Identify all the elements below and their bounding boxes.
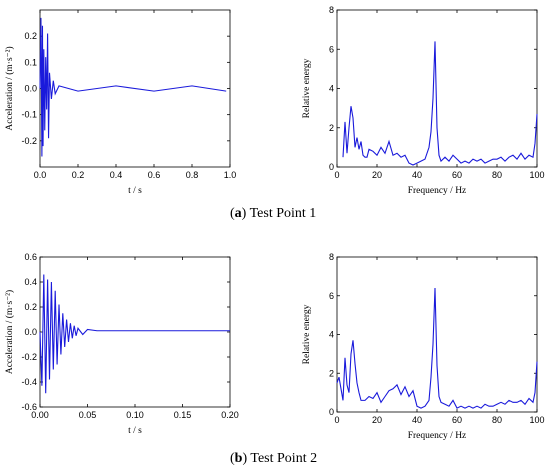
y-tick-label: 0 [329,407,334,417]
x-tick-label: 60 [452,170,462,180]
x-tick-label: 60 [452,415,462,425]
caption-a: (a) Test Point 1 [230,206,317,221]
series-line [39,274,230,394]
y-tick-label: -0.2 [21,352,37,362]
x-tick-label: 80 [492,415,502,425]
y-tick-label: 4 [329,84,334,94]
caption-a-text: Test Point 1 [246,206,317,221]
y-tick-label: 0.1 [24,57,37,67]
caption-b: (b) Test Point 2 [230,451,318,466]
caption-a-letter: a [234,206,242,221]
plot-frame [336,9,538,168]
y-tick-label: -0.1 [21,110,37,120]
y-tick-label: 0.4 [24,277,37,287]
chart-b-freq: 0 20 40 60 80 100 0 2 4 6 8 Frequency / Hz Relative … [302,252,545,441]
x-tick-label: 0.8 [186,170,199,180]
x-tick-label: 100 [529,415,544,425]
x-tick-label: 40 [412,415,422,425]
y-tick-label: 0 [329,162,334,172]
x-tick-label: 20 [372,415,382,425]
x-tick-label: 0 [334,170,339,180]
caption-b-letter: b [234,451,243,466]
x-tick-label: 0.2 [72,170,85,180]
y-tick-label: 0.6 [24,252,37,262]
series-line [39,17,227,157]
chart-a-freq: 0 20 40 60 80 100 0 2 4 6 8 Frequency / Hz Relative … [302,5,545,196]
x-tick-label: 40 [412,170,422,180]
x-tick-label: 0.20 [221,410,239,420]
chart-a-time: 0.0 0.2 0.4 0.6 0.8 1.0 -0.2 -0.1 0.0 0.1 0.2 t / s… [4,9,237,196]
x-tick-label: 80 [492,170,502,180]
y-tick-label: 0.0 [24,327,37,337]
y-axis-label: Relative energy [302,304,312,364]
y-tick-label: -0.2 [21,136,37,146]
y-tick-label: 0.2 [24,31,37,41]
x-tick-label: 1.0 [224,170,237,180]
y-tick-label: 2 [329,368,334,378]
x-tick-label: 0.10 [126,410,144,420]
x-axis-label: Frequency / Hz [408,186,467,196]
x-axis-label: t / s [128,426,142,436]
plot-frame [39,256,231,408]
x-tick-label: 0.0 [34,170,47,180]
y-tick-label: -0.4 [21,377,37,387]
y-tick-label: 0.2 [24,302,37,312]
y-axis-label: Acceleration / (m·s⁻²) [4,46,15,130]
y-tick-label: 8 [329,252,334,262]
chart-b-time: 0.00 0.05 0.10 0.15 0.20 -0.6 -0.4 -0.2 0.0 0.2 0.… [4,252,239,436]
series-line [336,287,538,409]
x-tick-label: 0.15 [174,410,192,420]
y-tick-label: 4 [329,330,334,340]
x-tick-label: 20 [372,170,382,180]
y-tick-label: 8 [329,5,334,15]
y-tick-label: 6 [329,44,334,54]
x-tick-label: 0.05 [79,410,97,420]
y-tick-label: -0.6 [21,402,37,412]
x-axis-label: t / s [128,186,142,196]
caption-b-text: Test Point 2 [247,451,318,466]
x-tick-label: 0.4 [110,170,123,180]
y-tick-label: 6 [329,291,334,301]
y-axis-label: Relative energy [302,58,312,118]
plot-frame [336,256,538,413]
series-line [342,41,538,166]
x-tick-label: 0.6 [148,170,161,180]
y-tick-label: 0.0 [24,84,37,94]
x-tick-label: 0.00 [31,410,49,420]
x-axis-label: Frequency / Hz [408,431,467,441]
x-tick-label: 100 [529,170,544,180]
y-axis-label: Acceleration / (m·s⁻²) [4,290,15,374]
y-tick-label: 2 [329,123,334,133]
x-tick-label: 0 [334,415,339,425]
